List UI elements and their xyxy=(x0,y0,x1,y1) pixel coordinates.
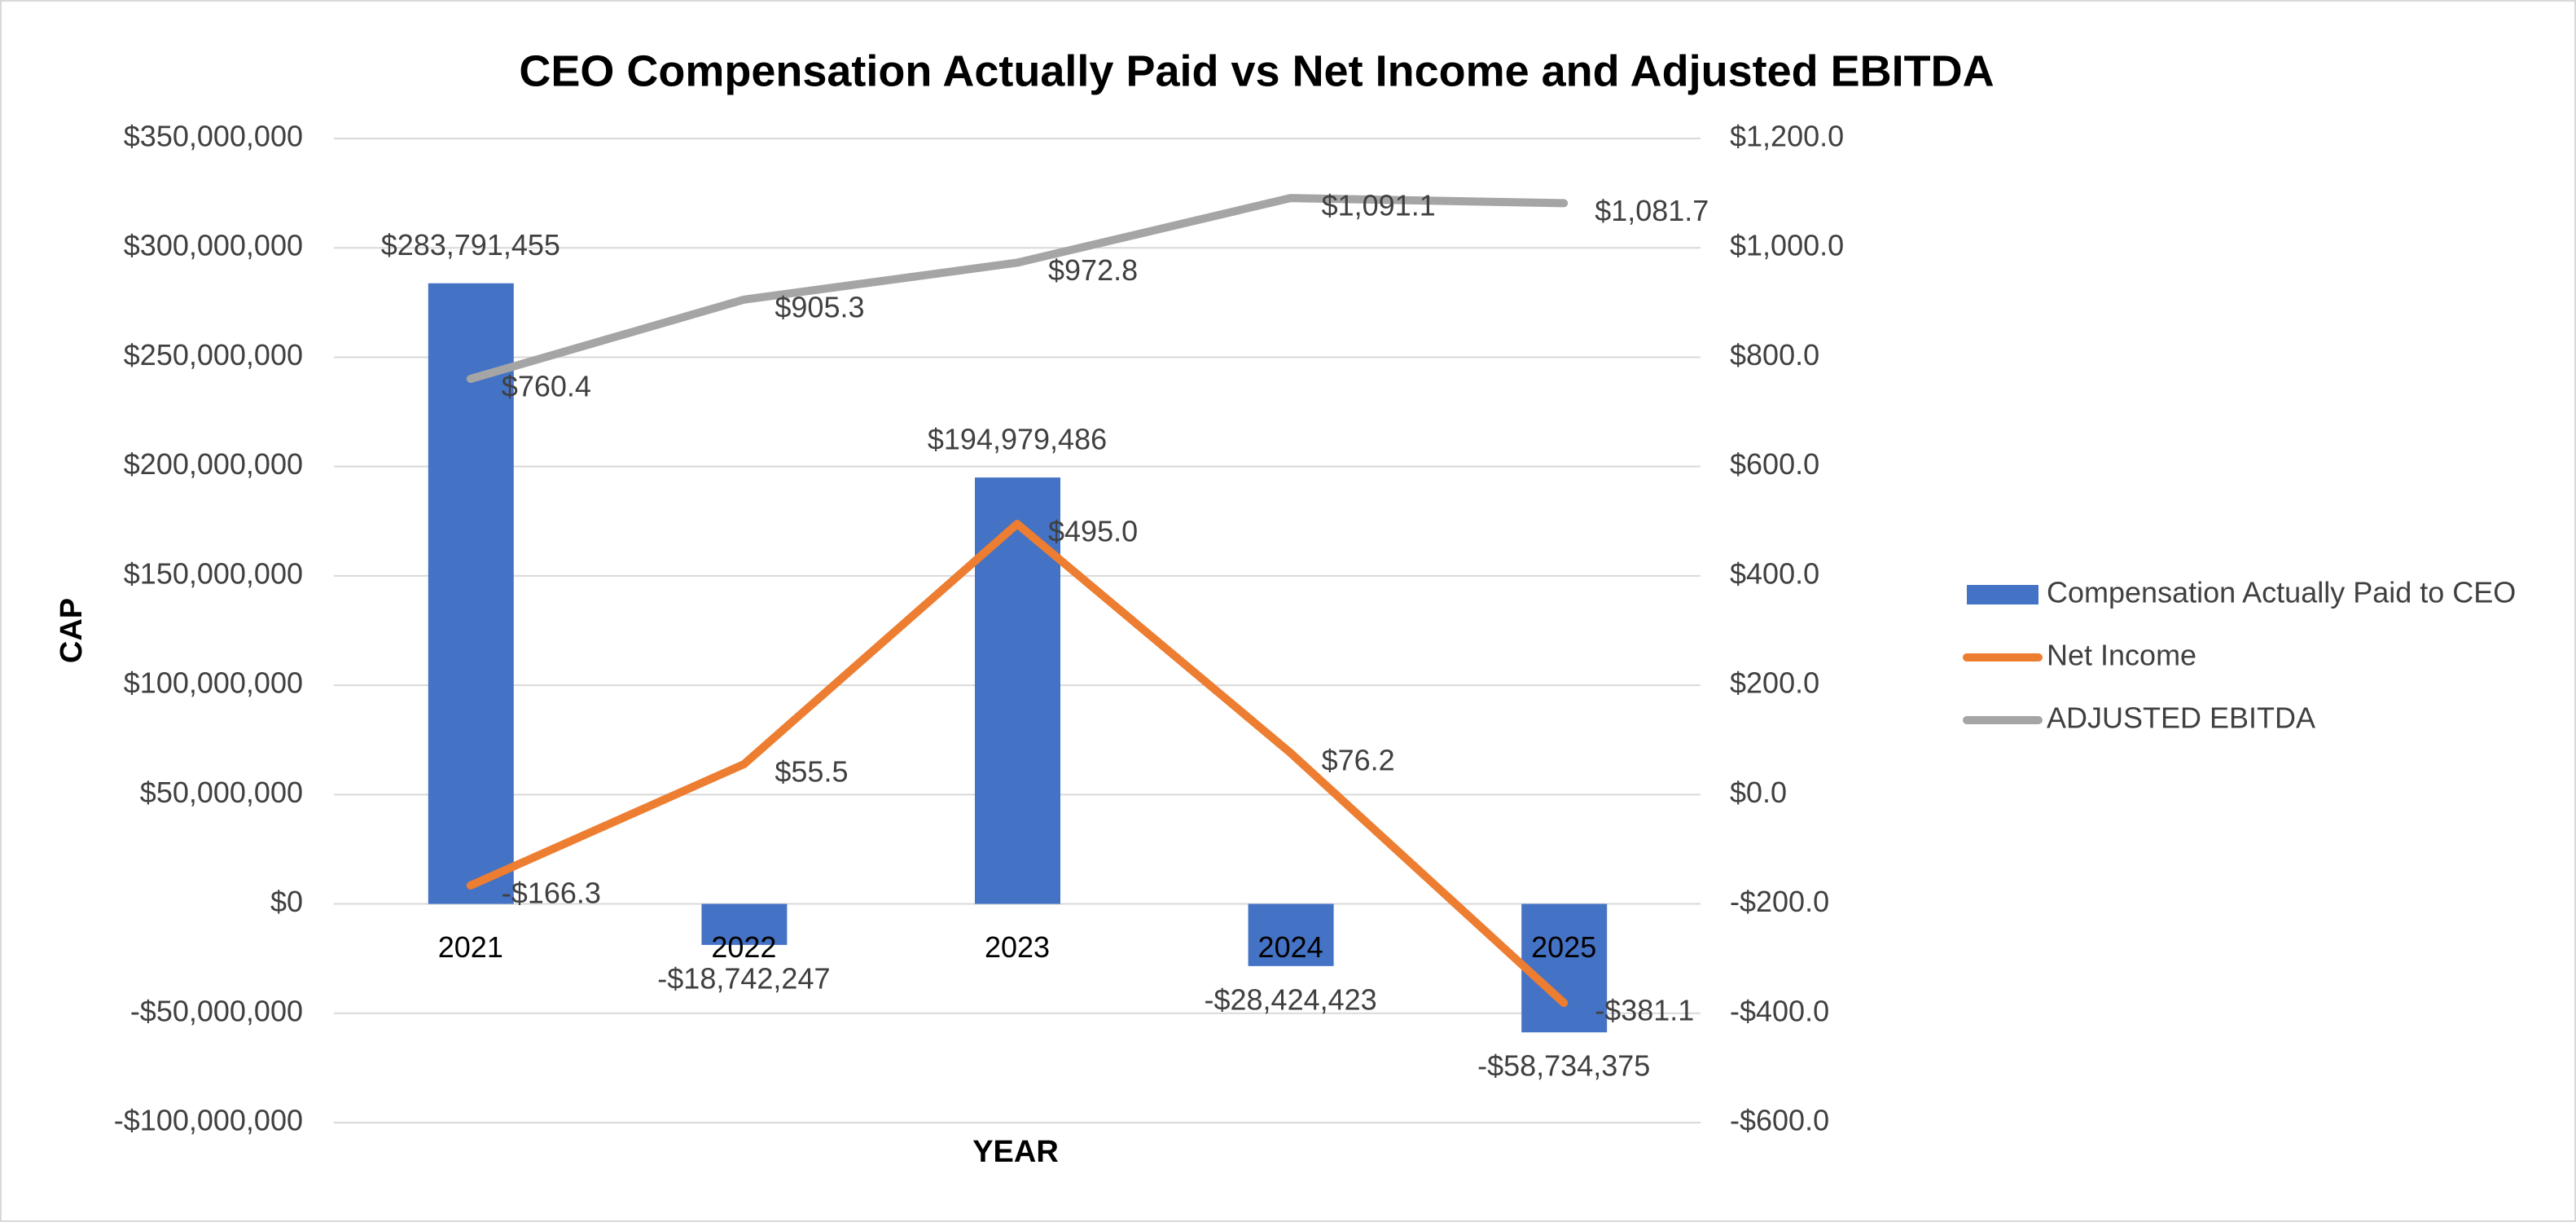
line-value-label: -$381.1 xyxy=(1595,994,1694,1027)
line-value-label: $972.8 xyxy=(1048,253,1138,287)
y-tick-label: $350,000,000 xyxy=(124,120,303,153)
line-value-label: $55.5 xyxy=(775,755,848,789)
legend-label: Net Income xyxy=(2047,639,2196,672)
y2-tick-label: $200.0 xyxy=(1730,666,1819,700)
y-tick-label: $0 xyxy=(270,885,303,918)
y-tick-label: $100,000,000 xyxy=(124,666,303,700)
bar xyxy=(1521,903,1608,1033)
x-tick-label: 2024 xyxy=(1258,930,1323,964)
y2-tick-label: -$600.0 xyxy=(1730,1104,1829,1137)
y-tick-label: $200,000,000 xyxy=(124,447,303,481)
legend-label: Compensation Actually Paid to CEO xyxy=(2047,576,2516,609)
y-tick-label: $150,000,000 xyxy=(124,556,303,590)
y-tick-label: $250,000,000 xyxy=(124,338,303,371)
x-tick-label: 2022 xyxy=(711,930,776,964)
y2-tick-label: $800.0 xyxy=(1730,338,1819,371)
bar-value-label: $194,979,486 xyxy=(928,423,1107,456)
line-value-label: $905.3 xyxy=(775,290,864,323)
line-value-label: $76.2 xyxy=(1322,744,1395,777)
x-axis-title: YEAR xyxy=(972,1135,1059,1169)
bar xyxy=(428,283,514,904)
y-tick-label: -$50,000,000 xyxy=(130,994,303,1027)
y2-tick-label: $1,200.0 xyxy=(1730,120,1844,153)
line-value-label: $1,091.1 xyxy=(1322,189,1436,222)
line-series xyxy=(466,520,1569,1008)
y2-tick-label: $400.0 xyxy=(1730,556,1819,590)
bar-value-label: -$18,742,247 xyxy=(657,961,830,995)
y2-tick-label: $0.0 xyxy=(1730,776,1787,809)
y2-tick-label: $1,000.0 xyxy=(1730,229,1844,262)
line-value-label: $495.0 xyxy=(1048,515,1138,548)
bar xyxy=(701,903,788,945)
x-tick-label: 2025 xyxy=(1531,930,1596,964)
bar-value-label: $283,791,455 xyxy=(381,228,560,262)
x-tick-label: 2021 xyxy=(438,930,503,964)
bar-value-label: -$28,424,423 xyxy=(1205,982,1377,1016)
line-value-label: -$166.3 xyxy=(502,876,601,909)
y-axis-title: CAP xyxy=(55,598,89,663)
y2-tick-label: -$400.0 xyxy=(1730,994,1829,1027)
chart-title: CEO Compensation Actually Paid vs Net In… xyxy=(519,46,1994,95)
line-series xyxy=(466,194,1569,384)
line-value-label: $1,081.7 xyxy=(1595,194,1709,227)
y-tick-label: $300,000,000 xyxy=(124,229,303,262)
bar-value-label: -$58,734,375 xyxy=(1477,1049,1650,1083)
y2-tick-label: $600.0 xyxy=(1730,447,1819,481)
legend-label: ADJUSTED EBITDA xyxy=(2047,701,2315,735)
y-tick-label: $50,000,000 xyxy=(140,776,303,809)
x-tick-label: 2023 xyxy=(985,930,1050,964)
bar xyxy=(1248,903,1334,966)
y2-tick-label: -$200.0 xyxy=(1730,885,1829,918)
y-tick-label: -$100,000,000 xyxy=(114,1104,303,1137)
legend-swatch xyxy=(1967,585,2038,604)
line-value-label: $760.4 xyxy=(502,370,591,403)
